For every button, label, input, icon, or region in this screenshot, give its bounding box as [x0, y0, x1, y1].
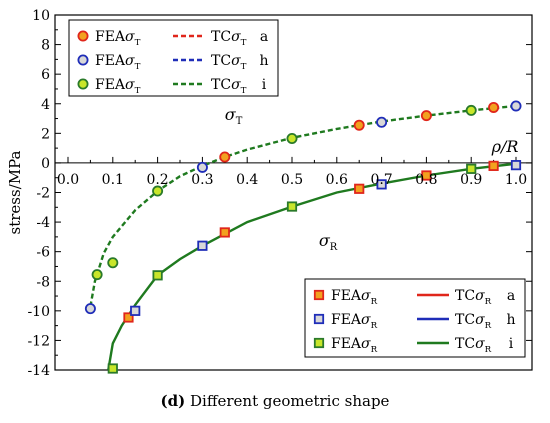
fea-sigma-T-a-point: [488, 101, 500, 113]
legend-label-fea-h: FEAσR: [331, 312, 378, 331]
fea-sigma-T-a-point: [420, 110, 432, 122]
fea-sigma-R-h-point: [130, 305, 141, 316]
legend-tag-a: a: [260, 29, 268, 45]
y-tick-label: 8: [41, 38, 50, 54]
x-tick-label: 1.0: [505, 172, 527, 188]
x-tick-label: 0.9: [460, 172, 482, 188]
legend-marker-fea-i: [313, 337, 325, 349]
legend-label-fea-a: FEAσT: [95, 29, 141, 48]
figure-caption: (d) Different geometric shape: [0, 392, 550, 410]
y-tick-label: -12: [27, 333, 50, 349]
fea-sigma-R-a-point: [123, 312, 134, 323]
legend-top: FEAσT TCσT a FEAσT TCσT h FEAσT TCσT i: [68, 19, 279, 97]
fea-sigma-T-i-point: [152, 185, 164, 197]
fea-sigma-T-i-point: [91, 269, 103, 281]
legend-marker-fea-h: [313, 313, 325, 325]
y-tick-label: -10: [27, 304, 50, 320]
legend-frame: [304, 278, 526, 358]
y-tick-label: -8: [36, 274, 50, 290]
fea-sigma-R-h-point: [376, 179, 387, 190]
x-tick-label: 0.3: [191, 172, 213, 188]
y-tick-label: 4: [41, 97, 50, 113]
fea-sigma-T-i-point: [107, 257, 119, 269]
legend-marker-fea-a: [313, 289, 325, 301]
fea-sigma-R-h-point: [510, 160, 522, 171]
fea-sigma-R-i-point: [286, 201, 298, 212]
y-tick-label: 10: [32, 8, 50, 24]
fea-sigma-T-h-point: [196, 161, 208, 173]
legend-marker-fea-i: [77, 78, 89, 90]
legend-label-tc-a: TCσR: [455, 288, 492, 307]
legend-tag-i: i: [509, 336, 514, 352]
x-tick-label: 0.4: [236, 172, 258, 188]
legend-label-tc-i: TCσT: [211, 77, 247, 96]
legend-label-fea-a: FEAσR: [331, 288, 378, 307]
fea-sigma-T-h-point: [376, 116, 388, 128]
tc-sigma-T-i-line: [89, 104, 517, 307]
x-tick-label: 0.0: [57, 172, 79, 188]
y-tick-label: -2: [36, 186, 50, 202]
legend-tag-h: h: [506, 312, 515, 328]
legend-label-tc-i: TCσR: [455, 336, 492, 355]
legend-tag-i: i: [262, 77, 267, 93]
fea-sigma-T-h-point: [510, 100, 522, 112]
x-tick-label: 0.8: [415, 172, 437, 188]
x-tick-label: 0.2: [146, 172, 168, 188]
legend-label-tc-h: TCσR: [455, 312, 492, 331]
annotation-sigma_T: σT: [225, 105, 243, 127]
fea-sigma-R-i-point: [152, 270, 163, 281]
y-axis-label: stress/MPa: [6, 150, 24, 234]
annotations: σT σR: [225, 105, 338, 253]
legend-label-fea-h: FEAσT: [95, 53, 141, 72]
fea-sigma-T-i-point: [286, 133, 298, 145]
legend-label-fea-i: FEAσT: [95, 77, 141, 96]
caption-text: Different geometric shape: [190, 392, 390, 410]
legend-marker-fea-a: [77, 30, 89, 42]
fea-sigma-R-i-point: [466, 163, 477, 174]
annotation-sigma_R: σR: [319, 231, 338, 253]
fea-sigma-R-a-point: [354, 183, 365, 194]
legend-label-tc-a: TCσT: [211, 29, 247, 48]
y-tick-label: 0: [41, 156, 50, 172]
y-tick-label: 6: [41, 67, 50, 83]
fea-sigma-R-i-point: [107, 363, 118, 374]
x-tick-label: 0.7: [370, 172, 392, 188]
series-markers: [84, 100, 522, 374]
legend-marker-fea-h: [77, 54, 89, 66]
fea-sigma-T-a-point: [353, 119, 365, 131]
x-tick-label: 0.6: [326, 172, 348, 188]
y-tick-label: -6: [36, 245, 50, 261]
axes: [54, 14, 533, 371]
x-tick-label: 0.1: [102, 172, 124, 188]
y-tick-label: -14: [27, 363, 50, 379]
legend-label-fea-i: FEAσR: [331, 336, 378, 355]
x-tick-label: 0.5: [281, 172, 303, 188]
legend-tag-a: a: [507, 288, 515, 304]
tick-labels: -14 -12 -10 -8 -6 -4 -2 0 2 4 6 8 10 0.0 0.1 0.2 0.3 0.4 0…: [6, 8, 527, 379]
caption-panel: (d): [160, 392, 186, 410]
y-tick-label: 2: [41, 126, 50, 142]
legend-bottom: FEAσR TCσR a FEAσR TCσR h FEAσR TCσR i: [304, 278, 526, 358]
legend-label-tc-h: TCσT: [211, 53, 247, 72]
fea-sigma-T-i-point: [465, 104, 477, 116]
fea-sigma-R-a-point: [488, 160, 499, 171]
fea-sigma-T-a-point: [219, 151, 231, 163]
fea-sigma-T-h-point: [84, 303, 96, 315]
fea-sigma-R-a-point: [421, 170, 432, 181]
x-axis-label: ρ/R: [491, 137, 519, 156]
fea-sigma-R-a-point: [219, 227, 230, 238]
legend-tag-h: h: [259, 53, 268, 69]
fea-sigma-R-h-point: [197, 240, 208, 251]
y-tick-label: -4: [36, 215, 50, 231]
